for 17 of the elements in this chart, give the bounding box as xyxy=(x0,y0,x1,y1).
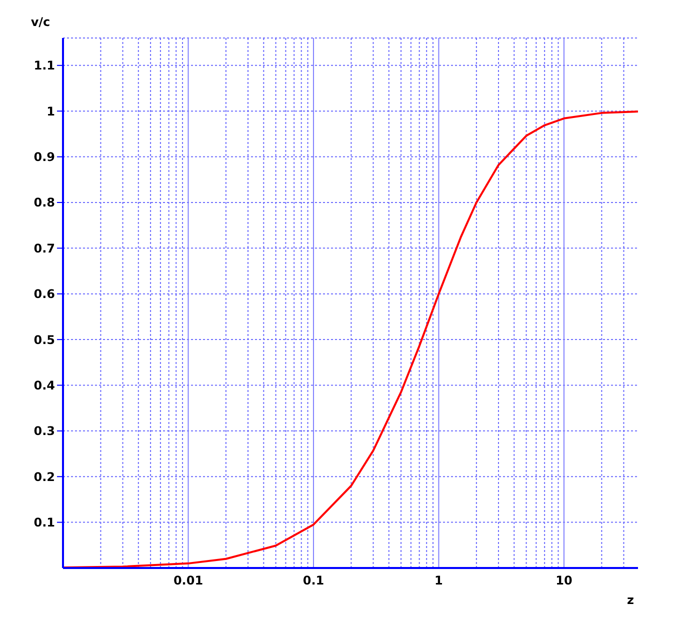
y-tick-label: 0.3 xyxy=(34,424,55,438)
y-axis-title: v/c xyxy=(30,15,50,29)
y-tick-label: 0.1 xyxy=(34,516,55,530)
x-tick-label: 0.1 xyxy=(302,574,324,588)
y-tick-label: 0.9 xyxy=(34,150,55,164)
y-tick-label: 0.6 xyxy=(34,287,55,302)
y-tick-label: 0.5 xyxy=(34,332,55,347)
y-tick-label: 0.4 xyxy=(34,378,55,392)
y-tick-label: 0.8 xyxy=(34,196,55,210)
x-axis-title: z xyxy=(627,593,634,607)
y-tick-label: 1 xyxy=(46,104,55,118)
y-tick-label: 0.2 xyxy=(34,470,55,484)
y-tick-label: 1.1 xyxy=(34,58,55,73)
x-tick-label: 10 xyxy=(556,574,572,588)
x-tick-label: 1 xyxy=(434,574,443,588)
x-tick-label: 0.01 xyxy=(173,574,204,588)
y-tick-label: 0.7 xyxy=(34,241,55,256)
